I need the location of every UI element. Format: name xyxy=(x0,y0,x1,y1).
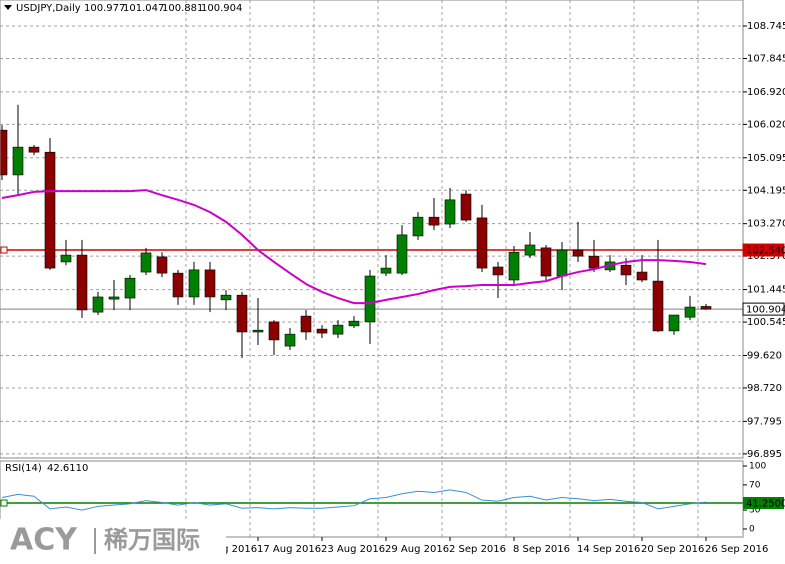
candle-body xyxy=(76,254,88,311)
header-low: 100.881 xyxy=(162,3,203,14)
candle-body xyxy=(620,264,632,276)
y-tick-label: 107.845 xyxy=(747,53,785,64)
moving-average xyxy=(1,189,707,305)
candle-body xyxy=(476,217,488,269)
candle-body xyxy=(300,315,312,333)
y-tick-label: 103.270 xyxy=(747,219,785,230)
candle-body xyxy=(252,329,264,333)
candle-body xyxy=(124,277,136,299)
y-tick-label: 106.920 xyxy=(747,87,785,98)
candle-body xyxy=(492,266,504,276)
y-tick-label: 96.895 xyxy=(747,449,782,460)
candle-body xyxy=(428,216,440,226)
rsi-y-tick-label: 30 xyxy=(749,506,761,516)
candle-body xyxy=(0,129,8,176)
rsi-y-tick-label: 0 xyxy=(749,525,755,535)
y-tick-label: 99.620 xyxy=(747,350,782,361)
x-tick-label: 2 Sep 2016 xyxy=(449,544,506,555)
candle-body xyxy=(668,314,680,332)
rsi-level-box xyxy=(743,497,784,510)
header-high: 101.047 xyxy=(123,3,164,14)
candle-body xyxy=(412,216,424,237)
candle-body xyxy=(396,234,408,274)
rsi-level-handle xyxy=(0,499,8,507)
main-panel-frame xyxy=(0,0,744,459)
candle-body xyxy=(636,271,648,281)
y-tick-label: 98.720 xyxy=(747,383,782,394)
grid xyxy=(0,0,743,537)
y-tick-label: 108.745 xyxy=(747,21,785,32)
plot-area xyxy=(0,104,743,511)
candle-body xyxy=(92,296,104,313)
candle-body xyxy=(684,306,696,318)
candle-body xyxy=(652,280,664,332)
line-handle xyxy=(0,246,8,254)
header-close: 100.904 xyxy=(201,3,242,14)
candle-body xyxy=(188,269,200,298)
y-tick-label: 102.370 xyxy=(747,251,785,262)
x-tick-label: 8 Sep 2016 xyxy=(513,544,570,555)
x-tick-label: 20 Sep 2016 xyxy=(641,544,704,555)
candle-body xyxy=(140,252,152,273)
y-tick-label: 106.020 xyxy=(747,119,785,130)
candle-body xyxy=(444,199,456,225)
rsi-current: 42.6110 xyxy=(47,463,88,474)
watermark: ACY 稀万国际 xyxy=(0,519,226,564)
y-tick-label: 104.195 xyxy=(747,185,785,196)
rsi-name: RSI(14) xyxy=(5,463,42,474)
candle-body xyxy=(556,249,568,277)
candle-body xyxy=(108,296,120,300)
candle-body xyxy=(508,251,520,281)
y-tick-label: 101.445 xyxy=(747,285,785,296)
candle-body xyxy=(364,275,376,323)
watermark-brand: ACY xyxy=(10,523,78,558)
candle-body xyxy=(572,249,584,257)
candle-body xyxy=(316,328,328,334)
watermark-background xyxy=(0,519,226,564)
price-label: 100.904 xyxy=(746,305,785,316)
candle-body xyxy=(700,306,712,310)
watermark-local-name: 稀万国际 xyxy=(104,526,200,554)
chart-title: USDJPY,Daily xyxy=(16,3,81,14)
candle-body xyxy=(540,247,552,277)
menu-arrow[interactable] xyxy=(4,5,12,10)
y-tick-label: 105.095 xyxy=(747,153,785,164)
candle-body xyxy=(60,254,72,263)
candle-body xyxy=(284,333,296,347)
header-open: 100.977 xyxy=(84,3,125,14)
overlay: 108.745 107.845 106.920 106.020 105.095 104.1… xyxy=(193,21,785,555)
candle-body xyxy=(460,193,472,221)
rsi-y-tick-label: 70 xyxy=(749,480,761,490)
candle-body xyxy=(332,324,344,335)
candle-body xyxy=(204,269,216,298)
price-label-box xyxy=(742,243,785,257)
candle-body xyxy=(268,321,280,341)
price-label: 102.540 xyxy=(746,246,785,257)
x-tick-label: 14 Sep 2016 xyxy=(577,544,640,555)
candle-body xyxy=(524,244,536,256)
rsi-level-label: 41.2500 xyxy=(746,499,785,510)
x-tick-label: 23 Aug 2016 xyxy=(321,544,385,555)
y-tick-label: 97.795 xyxy=(747,416,782,427)
y-tick-label: 100.545 xyxy=(747,317,785,328)
candle-body xyxy=(12,146,24,176)
candle-body xyxy=(380,267,392,274)
candle-body xyxy=(156,256,168,274)
price-label-box xyxy=(742,302,785,316)
x-tick-label: 26 Sep 2016 xyxy=(705,544,768,555)
candle-body xyxy=(220,294,232,301)
candle-body xyxy=(236,294,248,333)
candle-body xyxy=(28,146,40,153)
candle-body xyxy=(172,272,184,298)
rsi-y-tick-label: 100 xyxy=(749,462,766,472)
candle-body xyxy=(44,151,56,269)
x-tick-label: 17 Aug 2016 xyxy=(257,544,321,555)
candle-body xyxy=(348,320,360,327)
rsi-line xyxy=(1,489,707,511)
x-tick-label: 29 Aug 2016 xyxy=(385,544,449,555)
candle-body xyxy=(588,255,600,269)
